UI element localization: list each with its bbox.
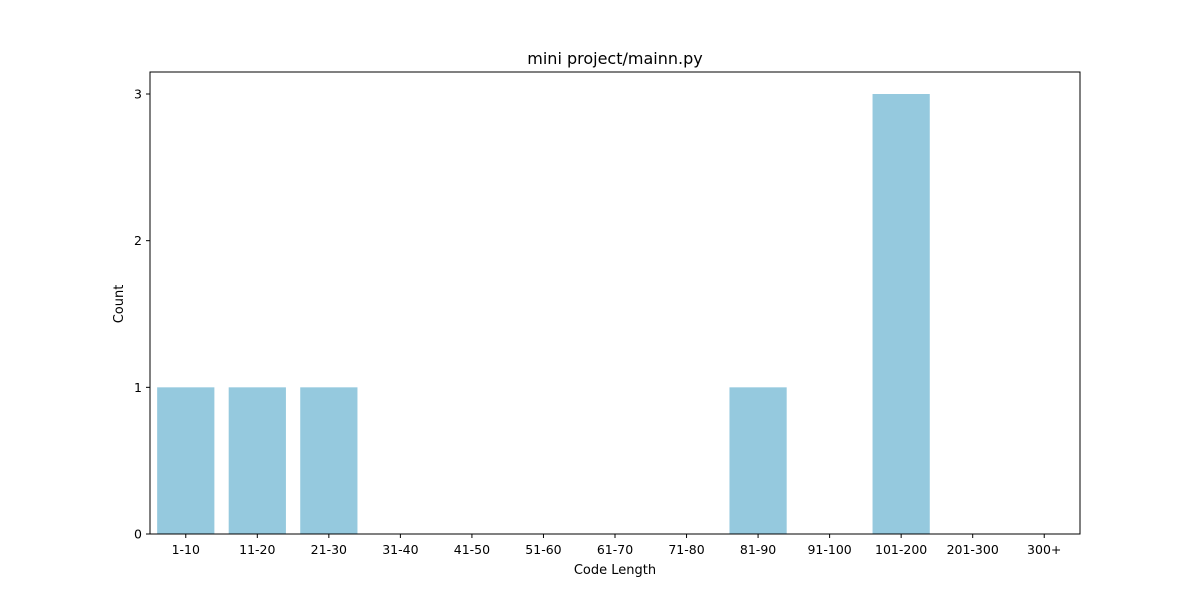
y-tick-label: 2 <box>134 233 142 248</box>
bar-1-10 <box>157 387 215 534</box>
bar-21-30 <box>300 387 358 534</box>
x-tick-label: 51-60 <box>525 542 561 557</box>
x-tick-label: 91-100 <box>807 542 851 557</box>
x-tick-label: 101-200 <box>875 542 927 557</box>
x-tick-label: 31-40 <box>382 542 418 557</box>
x-tick-label: 21-30 <box>311 542 347 557</box>
x-tick-label: 81-90 <box>740 542 776 557</box>
x-tick-label: 71-80 <box>668 542 704 557</box>
plot-area-frame <box>149 71 1081 535</box>
bar-81-90 <box>729 387 787 534</box>
x-tick-label: 1-10 <box>172 542 200 557</box>
y-tick-label: 1 <box>134 380 142 395</box>
bar-11-20 <box>228 387 286 534</box>
x-axis-label: Code Length <box>574 563 656 578</box>
bar-101-200 <box>872 94 930 534</box>
y-axis-ticks: 0 1 2 3 <box>134 87 150 542</box>
x-tick-label: 61-70 <box>597 542 633 557</box>
x-tick-label: 41-50 <box>454 542 490 557</box>
x-axis-ticks: 1-10 11-20 21-30 31-40 41-50 51-60 61-70 71-80 8… <box>172 534 1061 557</box>
x-tick-label: 201-300 <box>947 542 999 557</box>
x-tick-label: 11-20 <box>239 542 275 557</box>
chart-title: mini project/mainn.py <box>527 49 702 68</box>
y-tick-label: 0 <box>134 527 142 542</box>
bars-group <box>157 94 930 534</box>
y-axis-label: Count <box>112 285 127 324</box>
x-tick-label: 300+ <box>1027 542 1061 557</box>
y-tick-label: 3 <box>134 87 142 102</box>
